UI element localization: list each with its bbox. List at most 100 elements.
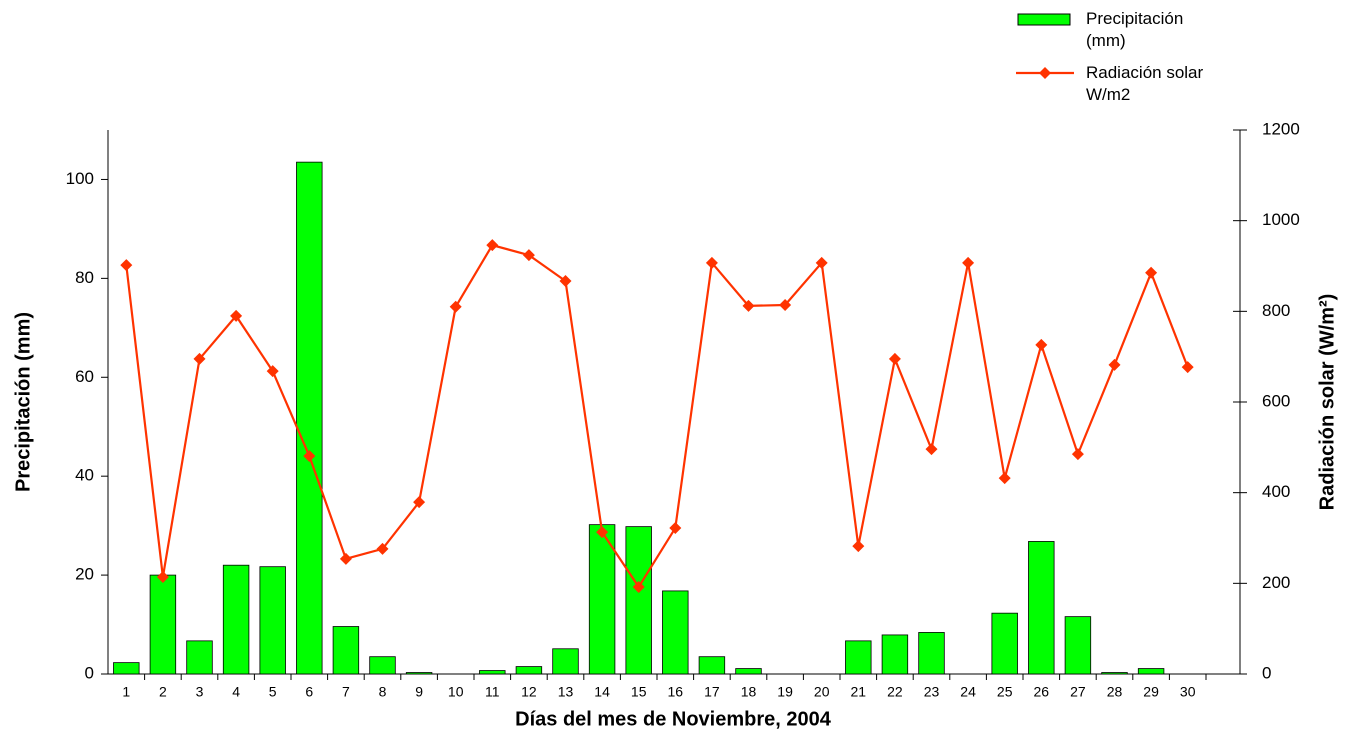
marker (413, 496, 426, 509)
bar (1137, 668, 1165, 675)
y2-tick-label: 0 (1262, 663, 1271, 682)
legend-label: Precipitación (mm) (1086, 9, 1184, 50)
bar (479, 670, 506, 675)
y2-tick-label: 400 (1262, 482, 1290, 501)
x-tick-label: 2 (159, 684, 167, 700)
bar (259, 566, 286, 675)
bar (918, 632, 945, 675)
y2-axis-title: Radiación solar (W/m²) (1316, 294, 1338, 511)
marker (1181, 361, 1194, 374)
y-tick-label: 100 (66, 169, 94, 188)
bar (332, 626, 360, 675)
bar (149, 574, 177, 675)
marker (376, 542, 389, 555)
legend-box (1017, 13, 1071, 26)
x-tick-label: 19 (777, 684, 793, 700)
x-tick-label: 6 (305, 684, 313, 700)
x-tick-label: 3 (196, 684, 204, 700)
marker (1035, 338, 1048, 351)
bar (588, 524, 616, 675)
y-tick-label: 40 (75, 466, 94, 485)
y2-tick-label: 800 (1262, 301, 1290, 320)
x-tick-label: 25 (997, 684, 1013, 700)
legend-item: Precipitación (mm) (1016, 8, 1216, 52)
legend-item: Radiación solar W/m2 (1016, 62, 1216, 106)
marker (156, 570, 169, 583)
marker (779, 298, 792, 311)
x-tick-label: 7 (342, 684, 350, 700)
bar (405, 672, 433, 675)
bar (845, 640, 872, 675)
marker (230, 309, 243, 322)
marker (1071, 448, 1084, 461)
marker (193, 352, 206, 365)
marker (1145, 266, 1158, 279)
bar (1101, 672, 1128, 675)
x-tick-label: 5 (269, 684, 277, 700)
x-tick-label: 22 (887, 684, 903, 700)
legend-swatch (1016, 67, 1074, 79)
y2-tick-label: 1200 (1262, 119, 1300, 138)
x-tick-label: 21 (851, 684, 867, 700)
y-tick-label: 80 (75, 268, 94, 287)
marker (669, 522, 682, 535)
x-axis-title: Días del mes de Noviembre, 2004 (515, 708, 832, 730)
y-tick-label: 0 (85, 663, 94, 682)
x-tick-label: 24 (960, 684, 976, 700)
legend-label: Radiación solar W/m2 (1086, 63, 1204, 104)
x-tick-label: 15 (631, 684, 647, 700)
bar (991, 612, 1018, 675)
legend-swatch (1017, 13, 1071, 26)
x-tick-label: 10 (448, 684, 464, 700)
bar (296, 161, 323, 675)
marker (486, 239, 499, 252)
marker (962, 256, 975, 269)
bar (662, 590, 689, 675)
marker (596, 526, 609, 539)
bar (222, 564, 250, 675)
x-tick-label: 1 (122, 684, 130, 700)
bar (625, 526, 652, 675)
bar (515, 666, 543, 675)
marker (1108, 358, 1121, 371)
marker (303, 449, 316, 462)
legend-marker (1039, 67, 1051, 79)
y-tick-label: 60 (75, 367, 94, 386)
marker (852, 540, 865, 553)
bar (881, 634, 909, 675)
x-tick-label: 23 (924, 684, 940, 700)
bar (186, 640, 213, 675)
marker (815, 256, 828, 269)
bar (113, 662, 140, 675)
x-tick-label: 20 (814, 684, 830, 700)
line (125, 243, 1189, 589)
y2-tick-label: 200 (1262, 573, 1290, 592)
bar (1064, 616, 1092, 675)
marker (705, 256, 718, 269)
x-tick-label: 28 (1107, 684, 1123, 700)
x-tick-label: 29 (1143, 684, 1159, 700)
bar (552, 648, 579, 675)
marker (266, 365, 279, 378)
bar (1028, 541, 1055, 675)
marker (925, 443, 938, 456)
marker (742, 299, 755, 312)
legend: Precipitación (mm) Radiación solar W/m2 (1016, 8, 1256, 116)
marker (559, 274, 572, 287)
x-tick-label: 11 (485, 684, 500, 700)
x-tick-label: 12 (521, 684, 537, 700)
marker (888, 352, 901, 365)
x-tick-label: 4 (232, 684, 240, 700)
marker (339, 552, 352, 565)
marker (522, 249, 535, 262)
bar (369, 656, 396, 675)
y2-tick-label: 600 (1262, 391, 1290, 410)
x-tick-label: 27 (1070, 684, 1086, 700)
x-tick-label: 30 (1180, 684, 1196, 700)
bar (735, 668, 762, 675)
marker (632, 580, 645, 593)
marker (998, 472, 1011, 485)
y-tick-label: 20 (75, 565, 94, 584)
marker (120, 259, 133, 272)
